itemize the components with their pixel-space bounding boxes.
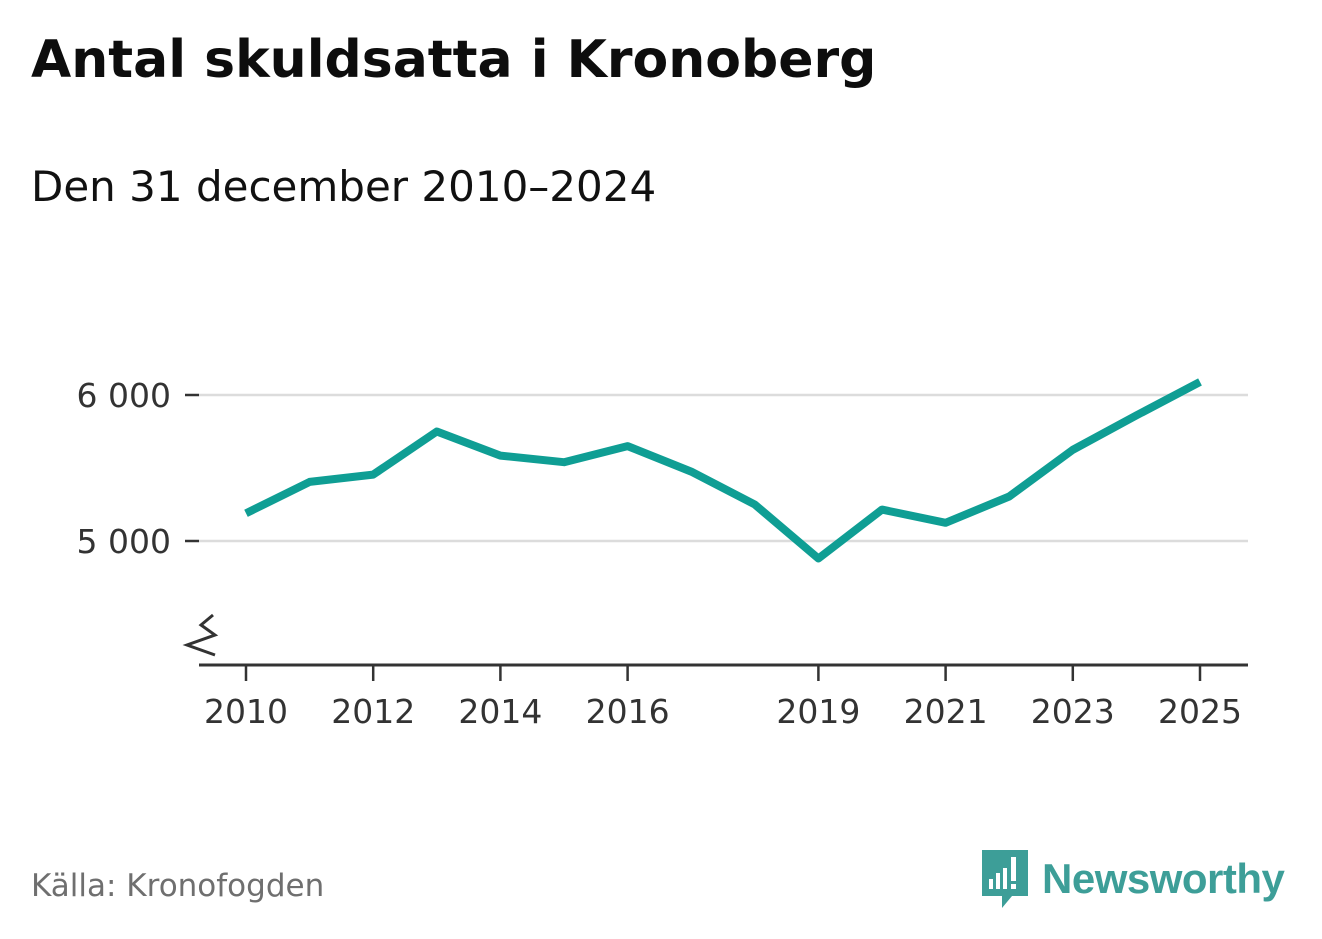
x-tick-label: 2012	[331, 692, 415, 731]
y-tick-label: 6 000	[77, 376, 171, 415]
x-tick-label: 2014	[458, 692, 542, 731]
data-point	[433, 428, 441, 436]
chart-subtitle: Den 31 december 2010–2024	[31, 162, 657, 211]
brand-logo[interactable]: Newsworthy	[980, 848, 1285, 910]
x-tick-label: 2019	[776, 692, 860, 731]
data-point	[878, 506, 886, 514]
data-point	[1005, 492, 1013, 500]
y-tick-label: 5 000	[77, 522, 171, 561]
data-point	[560, 458, 568, 466]
data-point	[242, 509, 250, 517]
data-point	[687, 468, 695, 476]
x-tick-label: 2025	[1158, 692, 1242, 731]
axes: 5 000 6 000 2010 2012 2014 2016 2019 2021 2023 20…	[77, 376, 1248, 731]
data-point	[814, 555, 822, 563]
data-point	[624, 442, 632, 450]
x-tick-label: 2023	[1031, 692, 1115, 731]
newsworthy-logo-icon	[982, 850, 1028, 908]
chart-title: Antal skuldsatta i Kronoberg	[31, 30, 877, 90]
x-tick-label: 2021	[904, 692, 988, 731]
brand-name: Newsworthy	[1042, 855, 1285, 902]
data-point	[1132, 411, 1140, 419]
gridlines	[199, 393, 1248, 543]
data-point	[1196, 378, 1204, 386]
source-note: Källa: Kronofogden	[31, 868, 325, 904]
series-line-0	[244, 378, 1202, 563]
x-tick-label: 2016	[586, 692, 670, 731]
data-point	[369, 471, 377, 479]
data-point	[1069, 446, 1077, 454]
data-point	[496, 452, 504, 460]
data-point	[306, 478, 314, 486]
series-layer	[242, 378, 1204, 563]
x-tick-label: 2010	[204, 692, 288, 731]
data-point	[751, 501, 759, 509]
data-point	[942, 519, 950, 527]
axis-break-icon	[182, 613, 219, 657]
